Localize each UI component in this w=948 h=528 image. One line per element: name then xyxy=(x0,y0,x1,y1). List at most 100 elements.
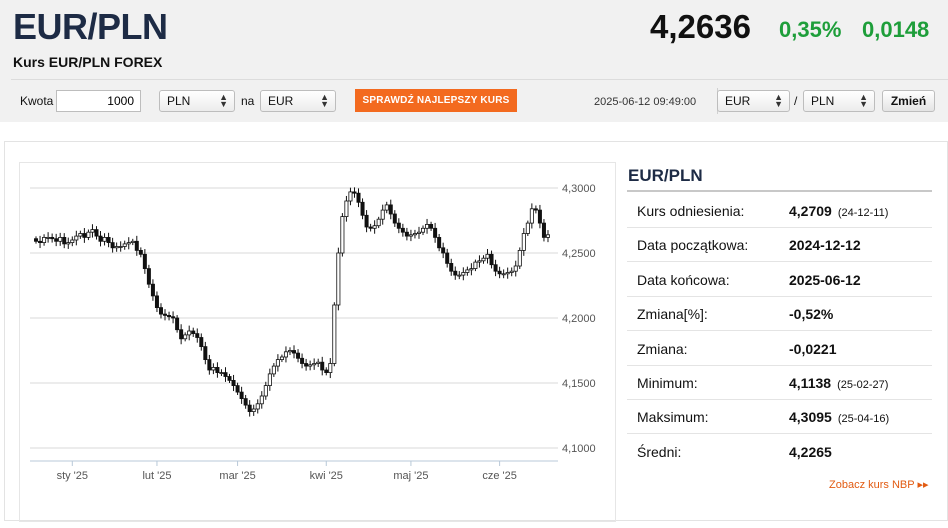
candle xyxy=(175,315,180,333)
candle xyxy=(421,225,426,236)
candle xyxy=(86,229,91,241)
candle xyxy=(416,226,421,239)
candle xyxy=(215,362,220,378)
candle xyxy=(469,263,474,276)
chart-canvas: 4,3000 4,2500 4,2000 4,1500 4,1000 sty '25 lut… xyxy=(30,183,596,482)
candle xyxy=(122,240,127,250)
info-row: Maksimum: 4,3095 (25-04-16) xyxy=(627,399,932,434)
candle xyxy=(300,353,305,369)
candle xyxy=(376,216,381,229)
to-currency-value: EUR xyxy=(268,94,294,108)
info-row-value: -0,52% xyxy=(789,306,833,322)
x-tick-label: lut '25 xyxy=(142,470,171,482)
quote-header: EUR/PLN Kurs EUR/PLN FOREX 4,2636 0,35% … xyxy=(0,0,948,122)
chevron-updown-icon: ▲ ▼ xyxy=(219,92,228,109)
candle xyxy=(445,248,450,268)
candle xyxy=(58,232,63,246)
candle xyxy=(98,231,103,247)
candle xyxy=(235,382,240,395)
candle xyxy=(308,360,313,371)
y-tick-label: 4,1000 xyxy=(562,443,596,455)
candle xyxy=(243,394,248,409)
info-row: Data początkowa: 2024-12-12 xyxy=(627,227,932,262)
candle xyxy=(187,325,192,341)
candle xyxy=(134,235,139,256)
chevron-updown-icon: ▲ ▼ xyxy=(774,92,783,109)
chevron-updown-icon: ▲ ▼ xyxy=(320,92,329,109)
amount-input[interactable] xyxy=(56,90,141,112)
amount-label: Kwota xyxy=(20,94,54,108)
info-row-value-text: -0,0221 xyxy=(789,341,837,357)
candle xyxy=(481,255,486,264)
candle xyxy=(255,399,260,414)
change-pair-button[interactable]: Zmień xyxy=(882,90,935,112)
candle xyxy=(356,188,361,208)
to-currency-select[interactable]: EUR ▲ ▼ xyxy=(260,90,336,112)
from-currency-select[interactable]: PLN ▲ ▼ xyxy=(159,90,235,112)
candle xyxy=(259,391,264,409)
content-panel xyxy=(4,141,948,521)
candle xyxy=(154,291,159,313)
info-row-value-text: 4,3095 xyxy=(789,409,832,425)
change-percent: 0,35% xyxy=(779,17,842,42)
candle xyxy=(167,311,172,321)
info-row: Minimum: 4,1138 (25-02-27) xyxy=(627,365,932,400)
candle xyxy=(505,267,510,279)
pair-base-value: EUR xyxy=(725,94,751,108)
candle xyxy=(348,187,353,206)
info-row-label: Kurs odniesienia: xyxy=(637,203,745,219)
info-row-value-text: 2024-12-12 xyxy=(789,237,861,253)
pair-quote-value: PLN xyxy=(811,94,835,108)
pair-quote-select[interactable]: PLN ▲ ▼ xyxy=(803,90,875,112)
candle xyxy=(312,358,317,370)
best-rate-button[interactable]: SPRAWDŹ NAJLEPSZY KURS xyxy=(355,89,517,112)
candle xyxy=(195,328,200,343)
candle xyxy=(126,237,131,250)
candle xyxy=(513,260,518,277)
x-tick-label: mar '25 xyxy=(219,470,255,482)
current-price: 4,2636 xyxy=(650,8,751,45)
info-row-value: 4,2265 xyxy=(789,444,832,460)
candle xyxy=(171,311,176,324)
candle xyxy=(408,229,413,242)
candle xyxy=(340,213,345,257)
candle xyxy=(328,358,333,379)
candle xyxy=(179,324,184,345)
nbp-rate-link[interactable]: Zobacz kurs NBP ▸▸ xyxy=(829,479,929,491)
x-tick-label: kwi '25 xyxy=(310,470,343,482)
candle xyxy=(94,226,99,240)
candle xyxy=(283,346,288,363)
change-absolute: 0,0148 xyxy=(862,17,930,42)
info-row-date: (24-12-11) xyxy=(837,207,889,219)
to-label: na xyxy=(241,94,255,108)
pair-base-select[interactable]: EUR ▲ ▼ xyxy=(717,90,790,112)
info-title: EUR/PLN xyxy=(628,166,703,185)
candle xyxy=(533,205,538,214)
candle xyxy=(372,220,377,234)
info-row-value-text: 4,1138 xyxy=(789,375,832,391)
candle xyxy=(517,247,522,269)
candle xyxy=(211,363,216,375)
y-tick-label: 4,2500 xyxy=(562,248,596,260)
candle xyxy=(525,220,530,237)
info-row-date: (25-04-16) xyxy=(837,413,890,425)
y-tick-label: 4,3000 xyxy=(562,183,596,195)
candle xyxy=(199,333,204,351)
candle xyxy=(324,367,329,376)
info-row-label: Średni: xyxy=(637,444,682,460)
currency-converter: Kwota PLN ▲▼ na EUR ▲▼ SPRAWDŹ NAJLEPSZY… xyxy=(11,79,948,122)
candle xyxy=(304,358,309,371)
candle xyxy=(296,349,301,363)
candle xyxy=(453,266,458,280)
info-row-label: Zmiana: xyxy=(637,341,688,357)
info-row: Średni: 4,2265 xyxy=(627,434,932,469)
info-title-rule xyxy=(627,190,932,192)
y-tick-label: 4,1500 xyxy=(562,378,596,390)
info-row-value: 2025-06-12 xyxy=(789,272,861,288)
candle xyxy=(74,230,79,246)
candle xyxy=(279,354,284,363)
from-currency-value: PLN xyxy=(167,94,191,108)
price-chart: 4,3000 4,2500 4,2000 4,1500 4,1000 sty '25 lut… xyxy=(19,162,616,522)
candle xyxy=(130,238,135,246)
x-tick-label: sty '25 xyxy=(57,470,88,482)
